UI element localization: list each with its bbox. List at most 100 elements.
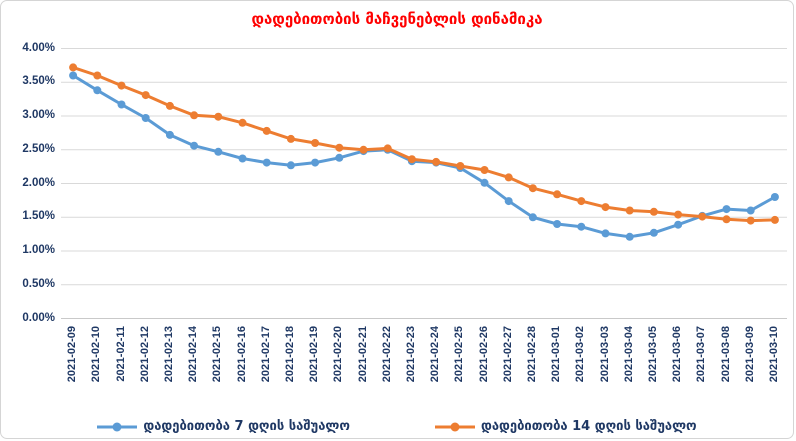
series-point [504,173,513,182]
x-axis-tick-label: 2021-02-11 [114,326,127,382]
series-point [480,178,489,187]
x-axis-tick-label: 2021-02-16 [235,326,248,383]
series-point [746,206,755,215]
legend-label-7day-average: დადებითობა 7 დღის საშუალო [143,419,350,434]
series-point [480,166,489,174]
x-axis-tick-label: 2021-02-10 [90,326,103,383]
series-point [698,212,707,221]
chart-legend: დადებითობა 7 დღის საშუალო დადებითობა 14 … [1,419,793,434]
x-axis-tick-label: 2021-03-04 [622,326,635,383]
series-point [553,220,562,228]
series-point [649,228,658,237]
y-axis-tick-label: 0.50% [22,277,55,290]
x-axis-tick-label: 2021-03-03 [598,326,611,383]
series-point [190,141,199,150]
series-point [601,229,610,238]
series-point [69,71,78,80]
x-axis-tick-label: 2021-02-19 [308,326,321,383]
series-point [432,157,441,166]
series-point [770,215,779,224]
series-point [746,216,755,225]
chart-title: დადებითობის მაჩვენებლის დინამიკა [251,10,543,28]
series-point [770,193,779,201]
series-point [214,112,223,121]
x-axis-tick-label: 2021-02-23 [404,326,417,383]
y-axis-tick-label: 2.50% [22,142,55,155]
x-axis-tick-label: 2021-02-28 [525,326,538,383]
series-point [674,210,683,219]
series-point [577,222,586,231]
x-axis-tick-label: 2021-03-09 [743,326,756,383]
series-point [577,197,586,206]
series-point [528,213,537,222]
series-point [553,190,562,199]
series-point [383,144,392,153]
x-axis-tick-label: 2021-02-15 [211,326,224,383]
series-point [141,91,150,100]
series-point [262,158,271,167]
series-point [625,206,634,215]
series-point [335,153,344,162]
x-axis-tick-label: 2021-03-01 [550,326,563,383]
series-point [238,154,247,163]
x-axis-tick-label: 2021-02-22 [380,326,393,383]
series-line-1 [71,65,777,223]
y-axis-tick-label: 0.00% [22,311,55,324]
series-point [456,162,465,170]
x-axis-tick-label: 2021-03-07 [695,326,708,383]
series-point [165,101,174,110]
x-axis-tick-label: 2021-02-21 [356,326,369,383]
series-point [69,63,78,72]
series-point [214,147,223,156]
series-point [141,114,150,122]
series-point [165,130,174,139]
legend-item-7day-average: დადებითობა 7 დღის საშუალო [97,419,350,434]
series-point [407,155,416,164]
legend-marker-7day-icon [97,422,138,431]
x-axis-tick-label: 2021-02-24 [429,326,442,383]
x-axis-tick-label: 2021-02-26 [477,326,490,383]
x-axis-tick-label: 2021-02-20 [332,326,345,383]
series-point [601,203,610,212]
y-axis-tick-label: 2.00% [22,176,55,189]
series-point [286,134,295,143]
series-point [117,81,126,90]
x-axis-tick-label: 2021-02-14 [187,326,200,383]
y-axis-tick-label: 4.00% [22,41,55,54]
series-point [93,71,102,80]
x-axis-tick-label: 2021-03-06 [671,326,684,383]
x-axis-tick-label: 2021-02-18 [283,326,296,383]
x-axis-tick-label: 2021-03-10 [767,326,780,383]
series-point [625,232,634,241]
series-point [117,100,126,109]
x-axis-tick-label: 2021-03-02 [574,326,587,383]
x-axis-tick-label: 2021-02-17 [259,326,272,383]
y-axis-tick-label: 3.50% [22,75,55,88]
series-point [238,118,247,127]
x-axis-tick-label: 2021-02-13 [162,326,175,383]
series-point [359,145,368,154]
series-point [504,197,513,206]
series-point [286,161,295,170]
series-point [528,184,537,193]
series-point [335,143,344,152]
series-point [93,86,102,95]
legend-item-14day-average: დადებითობა 14 დღის საშუალო [434,419,697,434]
series-point [722,205,731,214]
legend-label-14day-average: დადებითობა 14 დღის საშუალო [480,419,697,434]
x-axis-tick-label: 2021-03-08 [719,326,732,383]
series-point [649,207,658,216]
series-point [262,126,271,135]
series-point [190,111,199,120]
y-axis-tick-label: 3.00% [22,109,55,121]
x-axis-tick-label: 2021-02-12 [138,326,151,383]
x-axis-tick-label: 2021-02-09 [66,326,79,383]
y-axis-tick-label: 1.50% [22,210,55,223]
legend-marker-14day-icon [434,422,475,431]
series-point [311,158,320,167]
x-axis-tick-label: 2021-03-05 [646,326,659,383]
y-axis-tick-label: 1.00% [22,244,55,256]
series-point [311,139,320,147]
